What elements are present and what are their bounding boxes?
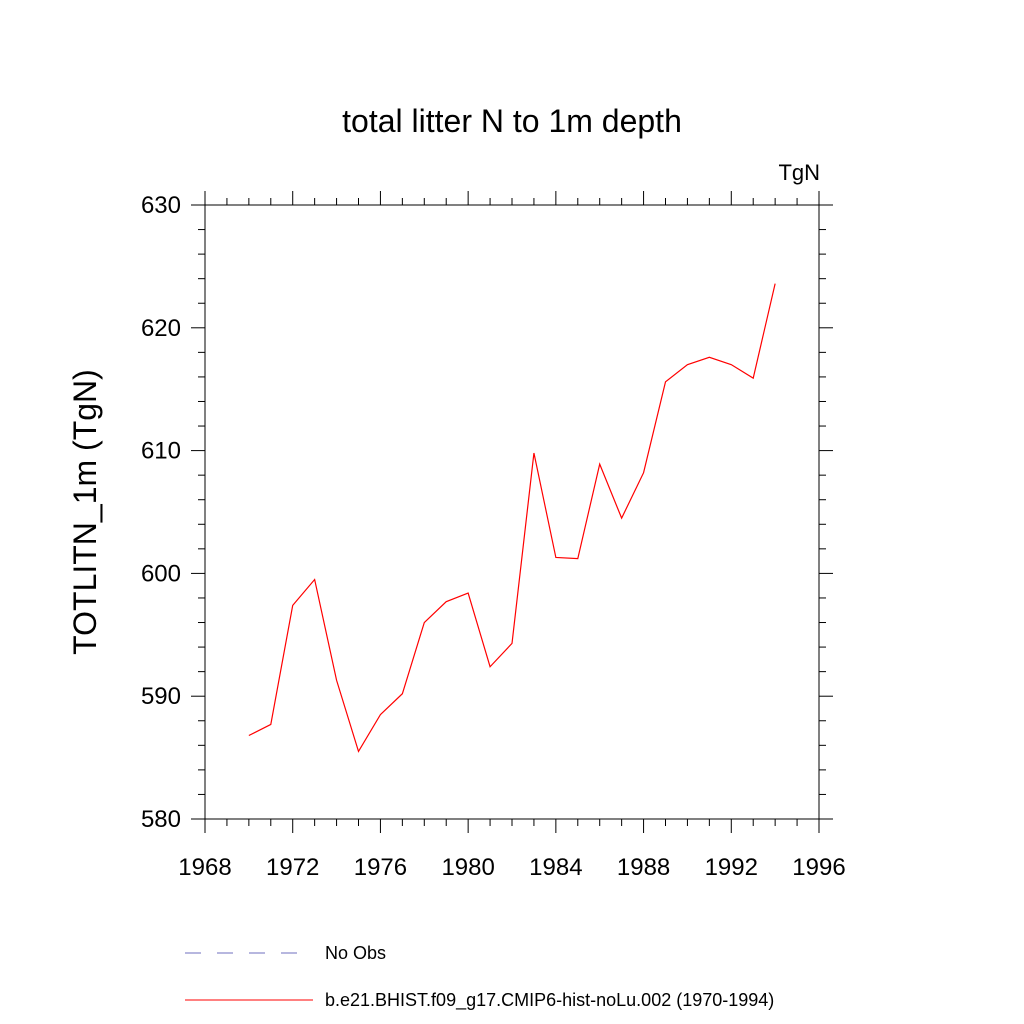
x-tick-label: 1992 xyxy=(705,854,758,881)
y-tick-label: 630 xyxy=(141,192,181,219)
series-layer xyxy=(248,283,776,753)
units-label: TgN xyxy=(778,160,820,185)
x-tick-label: 1984 xyxy=(529,854,582,881)
y-tick-label: 590 xyxy=(141,683,181,710)
x-tick-label: 1972 xyxy=(266,854,319,881)
x-tick-label: 1968 xyxy=(178,854,231,881)
plot-frame xyxy=(204,204,820,820)
legend-label-0: b.e21.BHIST.f09_g17.CMIP6-hist-noLu.002 … xyxy=(325,990,774,1011)
y-axis-label: TOTLITN_1m (TgN) xyxy=(67,369,103,655)
y-tick-label: 600 xyxy=(141,560,181,587)
legend: No Obs b.e21.BHIST.f09_g17.CMIP6-hist-noL… xyxy=(185,943,774,1011)
chart-title: total litter N to 1m depth xyxy=(342,103,682,139)
y-tick-label: 610 xyxy=(141,438,181,465)
x-tick-label: 1976 xyxy=(354,854,407,881)
y-tick-label: 580 xyxy=(141,806,181,833)
x-tick-label: 1980 xyxy=(441,854,494,881)
series-line-0 xyxy=(248,283,776,753)
plot-axes: 1968 1972 1976 1980 1984 1988 1992 1996 580 590 60… xyxy=(141,191,846,881)
legend-label-1: No Obs xyxy=(325,943,386,963)
x-tick-label: 1988 xyxy=(617,854,670,881)
y-tick-label: 620 xyxy=(141,315,181,342)
x-tick-label: 1996 xyxy=(792,854,845,881)
